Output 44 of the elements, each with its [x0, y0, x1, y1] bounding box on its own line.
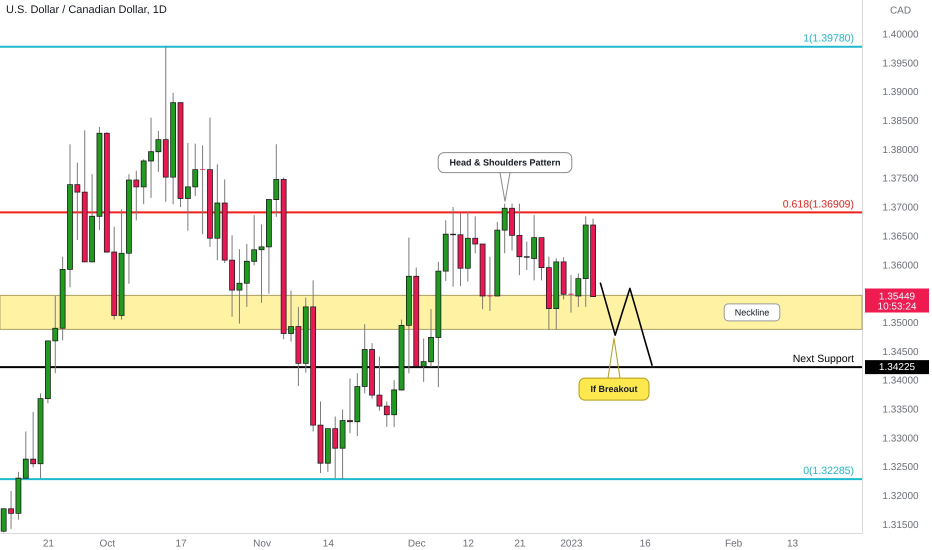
x-tick-label: 12 [462, 538, 474, 550]
y-axis-title: CAD [890, 6, 912, 16]
chart-title: U.S. Dollar / Canadian Dollar, 1D [6, 4, 167, 16]
candlestick [487, 256, 493, 312]
ref-line-label: 0(1.32285) [803, 465, 854, 478]
y-tick-label: 1.39500 [882, 58, 920, 70]
text: 1.35449 [878, 292, 916, 303]
x-tick-label: Oct [100, 538, 116, 550]
annotation: Head & Shoulders Pattern [449, 158, 561, 168]
y-tick-label: 1.35000 [882, 318, 920, 329]
y-tick-label: 1.31500 [882, 520, 920, 531]
x-tick-label: 14 [322, 538, 334, 550]
y-tick-label: 1.32500 [882, 462, 920, 474]
x-tick-label: 17 [175, 538, 188, 550]
x-tick-label: 16 [640, 538, 652, 550]
text: 10:53:24 [878, 302, 917, 313]
band-label: Neckline [734, 307, 770, 318]
y-tick-label: 1.34500 [882, 346, 920, 358]
y-tick-label: 1.33500 [882, 404, 920, 416]
y-tick-label: 1.39000 [882, 87, 920, 98]
x-tick-label: 2023 [560, 538, 584, 550]
candlestick [568, 274, 574, 314]
y-tick-label: 1.40000 [882, 30, 920, 41]
x-tick-label: Nov [253, 538, 271, 550]
x-tick-label: 21 [514, 538, 526, 550]
x-tick-label: 13 [786, 538, 799, 550]
ref-line-label: 0.618(1.36909) [782, 198, 854, 210]
y-tick-label: 1.37000 [882, 202, 920, 214]
y-tick-label: 1.36000 [882, 260, 920, 272]
ref-line-label: 1(1.39780) [803, 32, 854, 45]
y-tick-label: 1.33000 [882, 433, 920, 444]
y-tick-label: 1.32000 [882, 491, 920, 502]
x-tick-label: Dec [408, 538, 426, 550]
ref-line-label: Next Support [792, 353, 854, 366]
x-tick-label: 21 [42, 538, 54, 550]
y-tick-label: 1.38500 [882, 116, 920, 128]
candlestick [200, 144, 206, 235]
y-tick-label: 1.37500 [882, 174, 920, 185]
y-tick-label: 1.34000 [882, 376, 920, 387]
y-tick-label: 1.36500 [882, 231, 920, 242]
annotation: If Breakout [590, 384, 638, 394]
x-tick-label: Feb [724, 538, 743, 550]
text: 1.34225 [878, 362, 916, 374]
y-tick-label: 1.38000 [882, 144, 920, 156]
